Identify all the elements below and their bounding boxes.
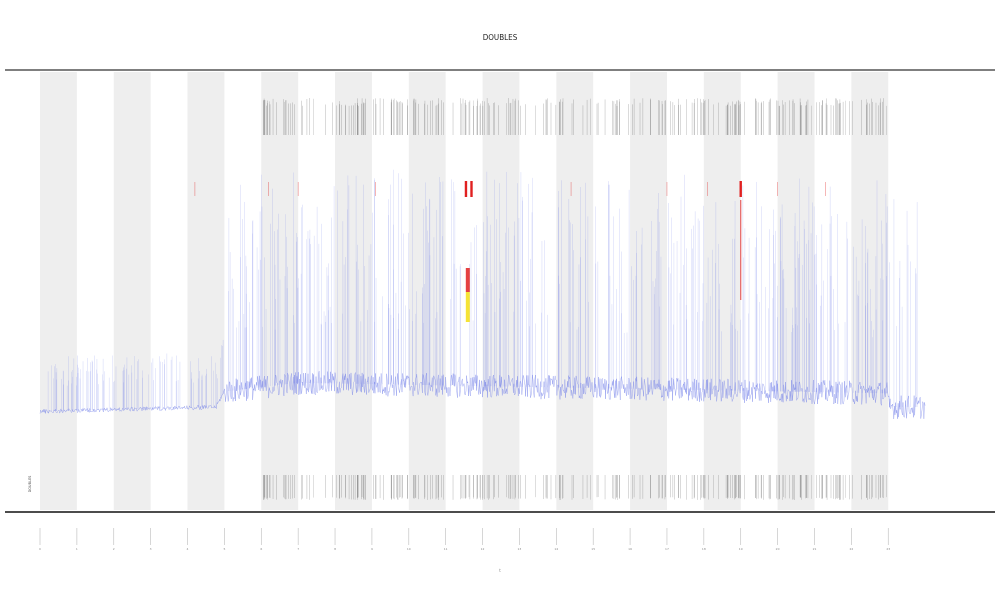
x-tick-label: 8 [334,547,336,551]
legend-label: DOUBLES [28,475,32,493]
shaded-band [113,72,151,510]
x-tick-label: 13 [518,547,522,551]
shaded-band [851,72,889,510]
x-tick-label: 16 [628,547,632,551]
x-tick-label: 5 [223,547,225,551]
red-marker-bar [470,181,473,197]
x-tick-label: 20 [776,547,780,551]
x-tick-label: 10 [407,547,411,551]
x-tick-label: 15 [591,547,595,551]
x-tick-label: 2 [113,547,115,551]
x-tick-label: 23 [886,547,890,551]
x-tick-label: 11 [444,547,448,551]
shaded-band [187,72,225,510]
highlight-markers [194,181,826,322]
x-tick-label: 7 [297,547,299,551]
x-axis-ticks: 0 1 2 3 4 5 6 7 8 9 10 11 12 13 14 15 16 17 18 19 20 21 22 23 [39,528,890,551]
chart-title: DOUBLES [483,33,518,42]
x-tick-label: 22 [849,547,853,551]
shaded-band [261,72,299,510]
shaded-band [556,72,594,510]
signal-spikes [47,169,918,412]
x-axis-label: t [499,568,501,573]
red-marker-bar [739,181,742,197]
x-tick-label: 6 [260,547,262,551]
x-tick-label: 17 [665,547,669,551]
red-marker-bar [464,181,468,197]
x-tick-label: 3 [150,547,152,551]
series-line [39,371,926,420]
shaded-bands [40,72,889,510]
shaded-band [408,72,446,510]
shaded-band [482,72,520,510]
x-tick-label: 4 [187,547,189,551]
x-tick-label: 21 [813,547,817,551]
event-tick-marks [263,98,887,500]
yellow-marker-block [465,292,470,322]
x-tick-label: 9 [371,547,373,551]
shaded-band [335,72,372,510]
x-tick-label: 1 [76,547,78,551]
x-tick-label: 0 [39,547,41,551]
shaded-band [40,72,77,510]
series-line-group [39,371,926,420]
x-tick-label: 12 [481,547,485,551]
shaded-band [630,72,667,510]
x-tick-label: 14 [554,547,558,551]
shaded-band [703,72,741,510]
shaded-band [777,72,815,510]
red-marker-block [465,268,470,292]
x-tick-label: 18 [702,547,706,551]
x-tick-label: 19 [739,547,743,551]
